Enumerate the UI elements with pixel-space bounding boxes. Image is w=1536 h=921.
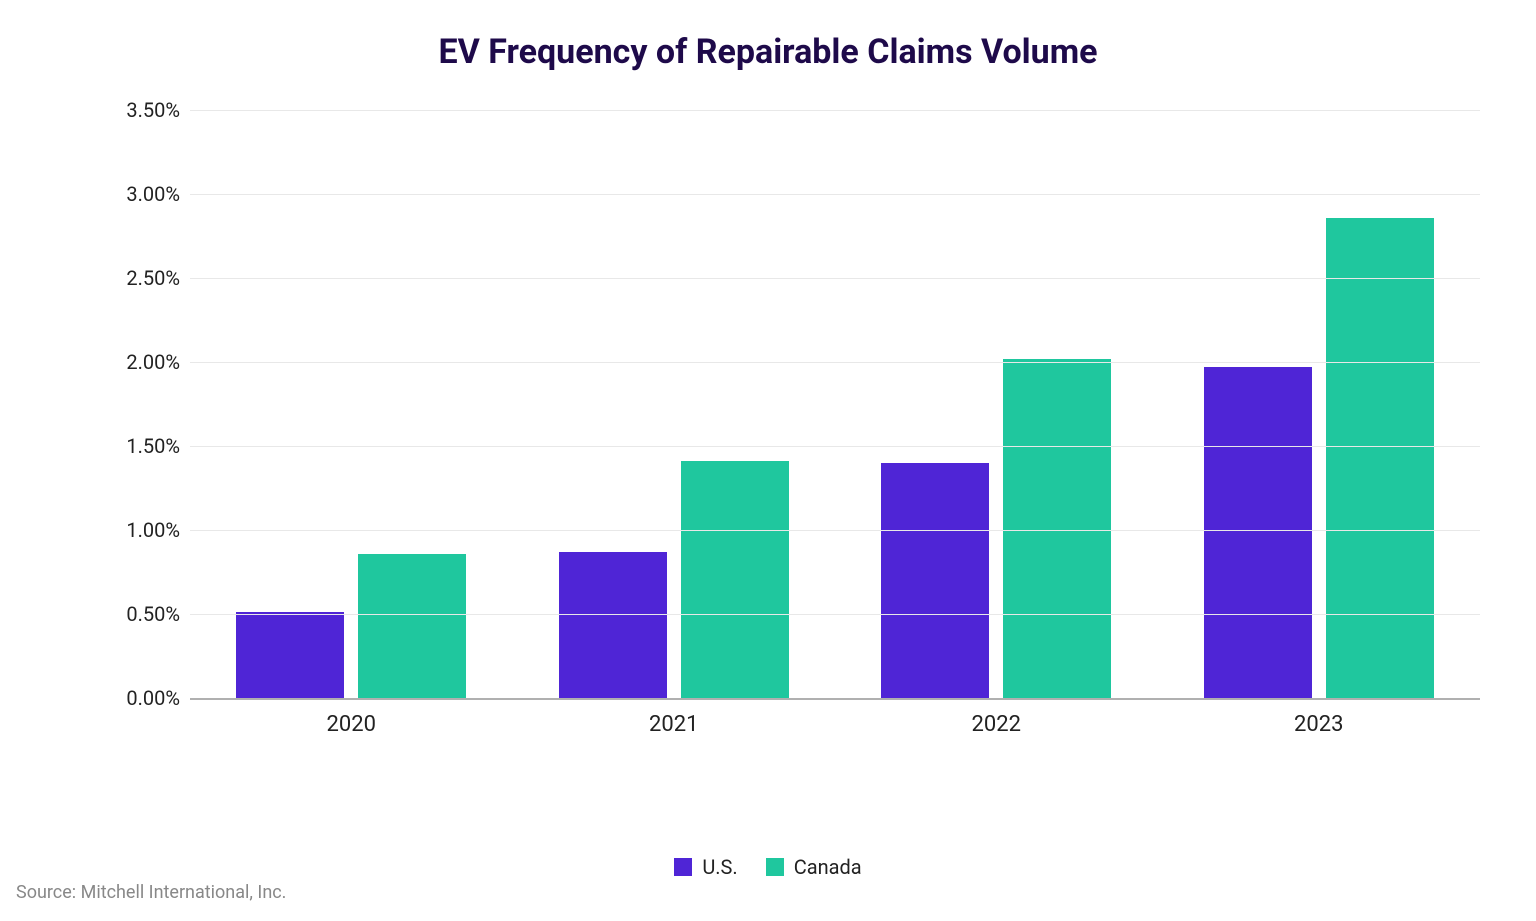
gridline (190, 362, 1480, 363)
bar (881, 463, 989, 698)
bar (236, 612, 344, 698)
bar (559, 552, 667, 698)
x-tick-label: 2022 (972, 712, 1021, 737)
y-tick-label: 1.00% (126, 518, 180, 542)
y-tick-label: 2.00% (126, 350, 180, 374)
bar (1003, 359, 1111, 698)
y-tick-label: 3.00% (126, 182, 180, 206)
bars-container: 2020202120222023 (190, 110, 1480, 698)
y-tick-label: 0.50% (126, 602, 180, 626)
gridline (190, 446, 1480, 447)
plot-area: 2020202120222023 0.00%0.50%1.00%1.50%2.0… (190, 110, 1480, 700)
bar-group: 2022 (835, 110, 1158, 698)
legend-swatch (766, 858, 784, 876)
chart-area: 2020202120222023 0.00%0.50%1.00%1.50%2.0… (110, 110, 1490, 750)
bar (681, 461, 789, 698)
gridline (190, 110, 1480, 111)
bar (1204, 367, 1312, 698)
y-tick-label: 0.00% (126, 686, 180, 710)
bar-group: 2023 (1158, 110, 1481, 698)
legend-item: U.S. (674, 855, 737, 879)
legend-item: Canada (766, 855, 862, 879)
gridline (190, 194, 1480, 195)
legend-label: Canada (794, 855, 862, 879)
legend: U.S. Canada (0, 855, 1536, 879)
gridline (190, 530, 1480, 531)
chart-title: EV Frequency of Repairable Claims Volume (0, 0, 1536, 82)
bar-group: 2021 (513, 110, 836, 698)
y-tick-label: 2.50% (126, 266, 180, 290)
bar (1326, 218, 1434, 698)
bar (358, 554, 466, 698)
gridline (190, 278, 1480, 279)
source-text: Source: Mitchell International, Inc. (16, 882, 286, 903)
legend-swatch (674, 858, 692, 876)
x-tick-label: 2021 (649, 712, 698, 737)
y-tick-label: 1.50% (126, 434, 180, 458)
legend-label: U.S. (702, 855, 737, 879)
bar-group: 2020 (190, 110, 513, 698)
gridline (190, 614, 1480, 615)
x-tick-label: 2020 (327, 712, 376, 737)
y-tick-label: 3.50% (126, 98, 180, 122)
x-tick-label: 2023 (1294, 712, 1343, 737)
